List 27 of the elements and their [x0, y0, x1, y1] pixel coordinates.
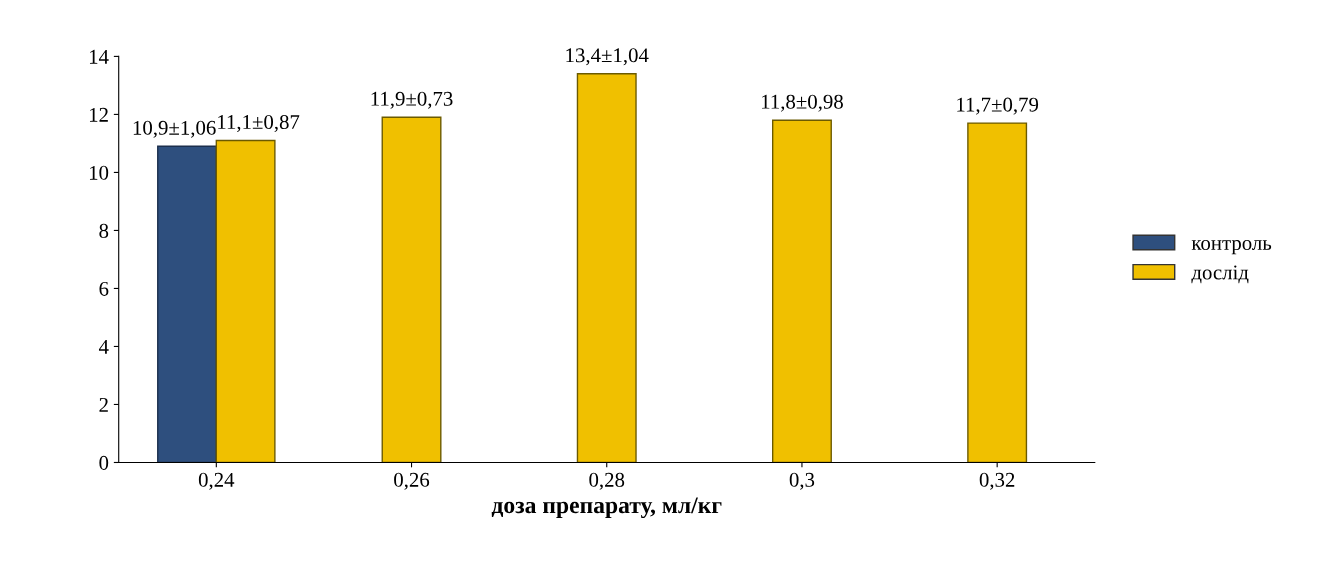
y-tick-label: 0	[99, 455, 109, 470]
data-label: 11,7±0,79	[957, 97, 1039, 115]
x-tick-label: 0,3	[789, 472, 815, 490]
x-tick-label: 0,26	[394, 472, 430, 490]
bar	[576, 73, 637, 463]
data-label: 11,1±0,87	[218, 114, 300, 133]
x-tick-label: 0,24	[198, 472, 235, 490]
x-axis-title: доза препарату, мл/кг	[491, 497, 722, 519]
data-label: 11,9±0,73	[371, 91, 453, 109]
bar	[771, 119, 832, 463]
data-label: 13,4±1,04	[566, 48, 649, 66]
x-tick-label: 0,28	[589, 472, 625, 490]
y-tick-label: 6	[99, 281, 109, 296]
data-label: 10,9±1,06	[133, 120, 216, 138]
legend-label: дослід	[1191, 265, 1249, 284]
y-tick-label: 2	[99, 397, 108, 412]
legend-label: контроль	[1191, 239, 1272, 255]
y-tick-label: 12	[89, 107, 108, 122]
y-tick-label: 8	[99, 223, 109, 238]
y-tick-label: 4	[98, 339, 109, 354]
y-tick-label: 14	[89, 49, 109, 64]
y-tick-label: 10	[89, 165, 109, 180]
bar	[381, 116, 442, 463]
x-tick-label: 0,32	[979, 472, 1015, 490]
bar	[157, 145, 218, 463]
bar	[967, 122, 1028, 463]
data-label: 11,8±0,98	[762, 94, 843, 112]
